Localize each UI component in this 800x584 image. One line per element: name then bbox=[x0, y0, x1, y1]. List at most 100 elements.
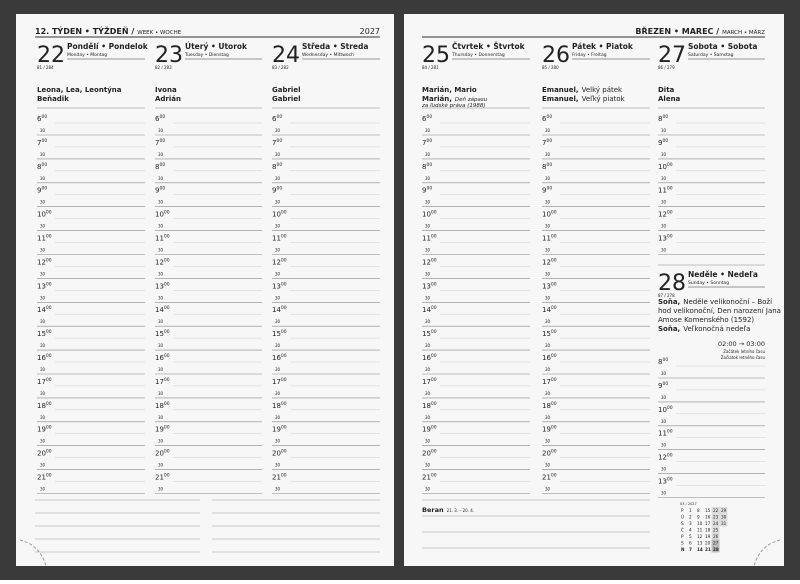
hour-minutes: 00 bbox=[667, 162, 673, 168]
hour-label: 2100 bbox=[37, 473, 52, 482]
hour-minutes: 00 bbox=[164, 281, 170, 287]
hour-minutes: 00 bbox=[281, 377, 287, 383]
hour-label: 1200 bbox=[272, 257, 287, 266]
hour-minutes: 00 bbox=[46, 425, 52, 431]
hour: 19 bbox=[272, 426, 281, 434]
mini-calendar-cell: 28 bbox=[713, 547, 719, 552]
hour-label: 900 bbox=[155, 186, 165, 195]
day-title: Neděle • Nedeľa bbox=[688, 270, 758, 279]
hour-minutes: 00 bbox=[431, 377, 437, 383]
hour-minutes: 00 bbox=[546, 162, 552, 168]
day-note: Amose Komenského (1592) bbox=[658, 316, 754, 324]
half-label: 30 bbox=[275, 224, 281, 229]
half-label: 30 bbox=[40, 391, 46, 396]
hour-label: 1800 bbox=[542, 401, 557, 410]
right-page bbox=[404, 14, 784, 566]
hour-label: 1600 bbox=[542, 353, 557, 362]
hour-label: 1200 bbox=[422, 257, 437, 266]
day-name: Soňa, bbox=[658, 325, 680, 333]
hour-label: 2100 bbox=[155, 473, 170, 482]
hour-minutes: 00 bbox=[431, 234, 437, 240]
hour-label: 1900 bbox=[422, 425, 437, 434]
hour-minutes: 00 bbox=[667, 234, 673, 240]
mini-calendar-cell: Č bbox=[681, 528, 684, 533]
day-note: hod velikonoční, Den narození Jana bbox=[658, 307, 781, 315]
half-label: 30 bbox=[425, 415, 431, 420]
hour-minutes: 00 bbox=[46, 257, 52, 263]
hour-minutes: 00 bbox=[662, 138, 668, 144]
half-label: 30 bbox=[425, 224, 431, 229]
hour-minutes: 00 bbox=[46, 329, 52, 335]
hour-minutes: 00 bbox=[46, 234, 52, 240]
mini-calendar-cell: 25 bbox=[713, 528, 719, 533]
half-label: 30 bbox=[275, 319, 281, 324]
hour-label: 2000 bbox=[542, 449, 557, 458]
hour-minutes: 00 bbox=[667, 210, 673, 216]
half-label: 30 bbox=[545, 295, 551, 300]
weekend-shade bbox=[711, 507, 720, 514]
hour-minutes: 00 bbox=[551, 305, 557, 311]
hour-label: 1800 bbox=[155, 401, 170, 410]
day-title: Úterý • Utorok bbox=[185, 42, 248, 51]
hour-label: 1100 bbox=[155, 234, 170, 243]
hour-minutes: 00 bbox=[426, 186, 432, 192]
hour-minutes: 00 bbox=[159, 138, 165, 144]
hour: 9 bbox=[542, 187, 546, 195]
hour: 14 bbox=[155, 306, 164, 314]
hour-label: 1600 bbox=[155, 353, 170, 362]
day-title: Sobota • Sobota bbox=[688, 42, 757, 51]
half-label: 30 bbox=[40, 248, 46, 253]
left-page bbox=[16, 14, 394, 566]
hour-label: 900 bbox=[272, 186, 282, 195]
hour-label: 1800 bbox=[422, 401, 437, 410]
hour: 8 bbox=[658, 115, 662, 123]
hour-minutes: 00 bbox=[281, 353, 287, 359]
hour-minutes: 00 bbox=[46, 305, 52, 311]
hour: 6 bbox=[37, 115, 42, 123]
day-subtitle: Friday • Freitag bbox=[572, 52, 607, 58]
hour-minutes: 00 bbox=[46, 401, 52, 407]
hour-minutes: 00 bbox=[551, 377, 557, 383]
hour-label: 1400 bbox=[422, 305, 437, 314]
hour-label: 2000 bbox=[37, 449, 52, 458]
hour-minutes: 00 bbox=[431, 257, 437, 263]
half-label: 30 bbox=[40, 176, 46, 181]
hour: 21 bbox=[272, 474, 281, 482]
day-subtitle: Sunday • Sonntag bbox=[688, 280, 729, 286]
half-label: 30 bbox=[275, 367, 281, 372]
hour-label: 1200 bbox=[155, 257, 170, 266]
half-label: 30 bbox=[545, 415, 551, 420]
day-of-year: 87 / 278 bbox=[658, 293, 675, 298]
day-subtitle: Thursday • Donnerstag bbox=[451, 52, 505, 58]
half-label: 30 bbox=[158, 343, 164, 348]
hour-label: 1400 bbox=[155, 305, 170, 314]
hour-label: 1900 bbox=[155, 425, 170, 434]
half-label: 30 bbox=[158, 224, 164, 229]
hour-minutes: 00 bbox=[276, 162, 282, 168]
half-label: 30 bbox=[661, 200, 667, 205]
day-note: za ľudské práva (1988) bbox=[421, 102, 485, 109]
hour: 19 bbox=[37, 426, 46, 434]
weekend-shade bbox=[719, 507, 728, 514]
mini-calendar-cell: 7 bbox=[689, 547, 692, 552]
hour: 17 bbox=[155, 378, 164, 386]
mini-calendar-cell: 15 bbox=[705, 508, 711, 513]
hour-label: 600 bbox=[37, 114, 47, 123]
hour: 12 bbox=[155, 258, 164, 266]
half-label: 30 bbox=[158, 200, 164, 205]
hour-label: 1100 bbox=[542, 234, 557, 243]
hour-label: 800 bbox=[37, 162, 47, 171]
half-label: 30 bbox=[661, 467, 667, 472]
half-label: 30 bbox=[158, 463, 164, 468]
hour-minutes: 00 bbox=[276, 114, 282, 120]
day-name: Emanuel, bbox=[542, 86, 579, 94]
hour-label: 1700 bbox=[422, 377, 437, 386]
hour-minutes: 00 bbox=[667, 477, 673, 483]
half-label: 30 bbox=[275, 391, 281, 396]
hour: 15 bbox=[542, 330, 551, 338]
hour: 9 bbox=[155, 187, 159, 195]
hour: 11 bbox=[658, 187, 667, 195]
day-number: 27 bbox=[658, 43, 686, 68]
hour-label: 1000 bbox=[658, 405, 673, 414]
hour-label: 700 bbox=[37, 138, 47, 147]
